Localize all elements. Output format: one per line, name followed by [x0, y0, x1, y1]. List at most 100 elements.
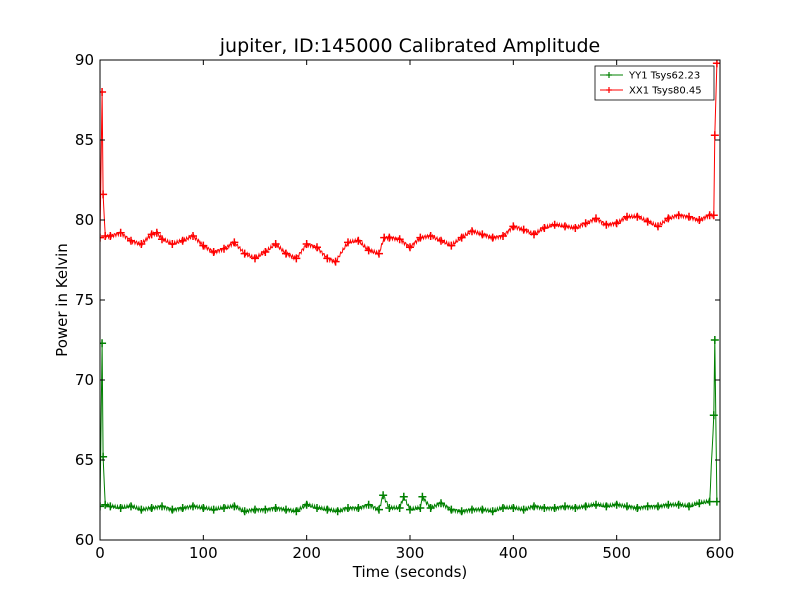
data-point — [581, 502, 590, 511]
data-point — [426, 232, 435, 240]
data-point — [674, 500, 683, 509]
chart-title: jupiter, ID:145000 Calibrated Amplitude — [219, 35, 600, 57]
data-point — [623, 212, 631, 221]
data-point — [178, 236, 187, 245]
data-point — [344, 504, 352, 512]
series-xx1 — [100, 60, 720, 266]
data-point — [654, 502, 662, 511]
data-point — [633, 504, 642, 512]
data-point — [375, 249, 383, 258]
data-point — [623, 502, 631, 511]
data-point — [478, 230, 487, 239]
data-point — [209, 248, 218, 256]
legend: YY1 Tsys62.23 XX1 Tsys80.45 — [594, 65, 715, 101]
data-point — [344, 238, 352, 247]
data-point — [499, 504, 507, 512]
data-point — [116, 228, 125, 237]
y-tick-label: 65 — [75, 451, 94, 469]
data-point — [612, 219, 621, 228]
data-point — [447, 241, 456, 250]
data-point — [168, 240, 177, 248]
data-point — [261, 505, 270, 514]
data-point — [364, 500, 373, 509]
data-point — [426, 504, 435, 512]
data-point — [271, 504, 280, 512]
data-point — [385, 504, 394, 512]
data-point — [189, 502, 197, 511]
data-point — [240, 507, 249, 516]
data-point — [437, 236, 445, 245]
data-point — [271, 240, 280, 248]
data-point — [158, 502, 166, 511]
legend-label: YY1 Tsys62.23 — [628, 71, 700, 82]
y-axis-label: Power in Kelvin — [53, 243, 71, 357]
data-point — [705, 497, 714, 506]
data-point — [395, 235, 404, 244]
data-point — [251, 254, 259, 263]
data-point — [561, 502, 569, 511]
data-point — [333, 507, 342, 516]
data-point — [612, 500, 621, 509]
data-point — [137, 240, 146, 248]
data-point — [354, 236, 363, 245]
data-point — [189, 232, 197, 240]
data-point — [100, 502, 104, 511]
data-point — [592, 500, 600, 509]
data-point — [602, 220, 611, 229]
data-point — [106, 232, 115, 240]
x-tick-label: 200 — [292, 544, 321, 562]
data-point — [106, 502, 115, 511]
data-point — [602, 502, 611, 511]
x-tick-label: 300 — [396, 544, 425, 562]
data-point — [127, 502, 135, 511]
plot-area — [100, 60, 720, 516]
data-point — [385, 233, 394, 242]
data-point — [447, 505, 456, 514]
data-point — [468, 505, 476, 514]
data-point — [399, 492, 408, 501]
data-point — [323, 505, 332, 514]
data-point — [323, 254, 332, 263]
data-point — [710, 336, 719, 344]
data-point — [116, 504, 125, 512]
data-point — [695, 216, 704, 224]
data-point — [550, 504, 559, 512]
legend-marker — [606, 72, 612, 78]
data-point — [654, 222, 662, 231]
data-point — [416, 504, 425, 512]
data-point — [643, 502, 652, 511]
data-point — [488, 507, 497, 516]
data-point — [331, 257, 340, 266]
legend-label: XX1 Tsys80.45 — [629, 86, 702, 97]
x-tick-label: 600 — [706, 544, 735, 562]
y-tick-label: 70 — [75, 371, 94, 389]
data-point — [152, 228, 161, 237]
data-point — [313, 504, 321, 512]
data-point — [406, 243, 414, 252]
x-tick-label: 0 — [95, 544, 105, 562]
data-point — [519, 225, 528, 234]
data-point — [375, 505, 383, 514]
data-point — [418, 492, 427, 501]
data-point — [313, 243, 321, 252]
data-point — [709, 411, 718, 420]
data-point — [100, 339, 107, 348]
data-point — [100, 233, 104, 242]
data-point — [292, 254, 301, 263]
data-point — [240, 249, 249, 258]
data-point — [364, 246, 373, 255]
data-point — [519, 505, 528, 514]
data-point — [220, 504, 228, 512]
x-axis-label: Time (seconds) — [352, 563, 468, 581]
y-tick-label: 90 — [75, 51, 94, 69]
y-tick-label: 60 — [75, 531, 94, 549]
data-point — [209, 505, 218, 514]
data-point — [540, 224, 549, 232]
data-point — [302, 240, 311, 248]
data-point — [100, 88, 107, 96]
y-tick-label: 80 — [75, 211, 94, 229]
data-point — [530, 230, 538, 239]
legend-marker — [606, 87, 612, 93]
data-point — [685, 212, 693, 221]
